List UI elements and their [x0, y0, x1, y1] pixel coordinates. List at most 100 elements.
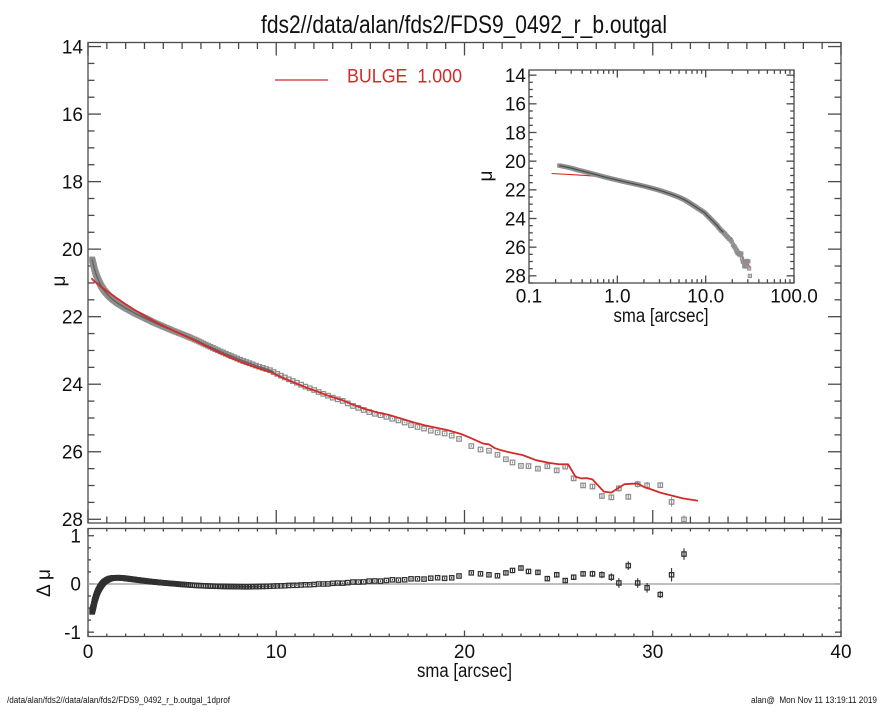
data-point-marker: [237, 583, 243, 590]
main-data-points: [89, 256, 687, 523]
data-point-marker: [468, 443, 475, 449]
footer-file-path: /data/alan/fds2//data/alan/fds2/FDS9_049…: [7, 695, 230, 705]
residual-y-tick-label: 1: [70, 527, 81, 548]
data-point-marker: [494, 572, 501, 579]
data-point-marker: [634, 580, 641, 586]
data-point-marker: [503, 570, 509, 576]
data-point-marker: [468, 570, 475, 576]
plot-title: fds2//data/alan/fds2/FDS9_0492_r_b.outga…: [261, 11, 667, 39]
data-point-marker: [344, 579, 351, 586]
data-point-marker: [616, 580, 622, 586]
data-point-marker: [477, 446, 484, 453]
data-point-marker: [360, 579, 367, 585]
residual-y-tick-labels: -1 0 1: [64, 527, 81, 644]
main-y-tick-label: 14: [62, 37, 84, 58]
data-point-marker: [518, 463, 524, 469]
data-point-marker: [383, 577, 390, 584]
main-y-tick-labels: 14 16 18 20 22 24 26 28: [62, 37, 84, 531]
data-point-marker: [562, 577, 568, 584]
data-point-marker: [231, 583, 238, 590]
residual-x-tick-label: 20: [454, 642, 475, 663]
inset-y-tick-label: 14: [505, 66, 527, 87]
data-point-marker: [456, 573, 462, 579]
main-panel-axes: [87, 41, 842, 524]
data-point-marker: [263, 583, 270, 590]
main-y-tick-label: 16: [62, 105, 83, 126]
residual-panel-axes: [87, 527, 842, 638]
footer-user-timestamp: alan@ Mon Nov 11 13:19:11 2019: [751, 695, 877, 705]
data-point-marker: [509, 567, 516, 574]
data-point-marker: [681, 516, 687, 523]
data-point-marker: [448, 432, 455, 439]
data-point-marker: [608, 494, 615, 501]
data-point-marker: [503, 456, 509, 463]
data-point-marker: [553, 467, 560, 474]
residual-x-tick-labels: 0 10 20 30 40: [83, 642, 852, 663]
data-point-marker: [746, 259, 751, 264]
data-point-marker: [260, 583, 266, 590]
main-y-tick-label: 22: [62, 307, 83, 328]
data-point-marker: [372, 578, 378, 584]
data-point-marker: [657, 591, 664, 598]
data-point-marker: [747, 273, 752, 278]
data-point-marker: [256, 583, 263, 590]
inset-panel-axes: [528, 69, 795, 284]
main-y-tick-label: 20: [62, 240, 83, 261]
data-point-marker: [668, 572, 675, 578]
data-point-marker: [366, 578, 372, 584]
main-y-tick-label: 18: [62, 172, 83, 193]
residual-y-axis-label: Δ μ: [34, 569, 55, 597]
inset-plot-frame: [528, 69, 795, 284]
data-point-marker: [509, 459, 516, 466]
data-point-marker: [625, 493, 632, 500]
data-point-marker: [389, 577, 396, 583]
data-point-marker: [744, 264, 749, 269]
data-point-marker: [681, 551, 687, 557]
residual-y-tick-label: -1: [64, 623, 81, 644]
main-y-tick-label: 24: [62, 375, 84, 396]
data-point-marker: [421, 425, 427, 432]
data-point-marker: [225, 583, 232, 590]
data-point-marker: [553, 572, 560, 578]
data-point-marker: [427, 427, 434, 434]
inset-x-tick-label: 0.1: [516, 287, 542, 308]
inset-x-tick-label: 10.0: [687, 287, 724, 308]
data-point-marker: [525, 463, 532, 469]
data-point-marker: [477, 571, 484, 577]
data-point-marker: [434, 429, 441, 436]
data-point-marker: [589, 483, 596, 490]
data-point-marker: [243, 584, 250, 590]
inset-y-tick-labels: 14 16 18 20 22 24 26 28: [505, 66, 527, 288]
inset-x-axis-label: sma [arcsec]: [614, 306, 709, 327]
data-point-marker: [267, 583, 273, 590]
x-axis-label: sma [arcsec]: [417, 661, 512, 682]
main-band-core: [91, 259, 274, 373]
data-point-marker: [644, 585, 650, 591]
data-point-marker: [599, 572, 605, 578]
data-point-marker: [448, 575, 455, 581]
data-point-marker: [350, 579, 356, 585]
main-data-layer: [89, 256, 699, 523]
legend-label: BULGE 1.000: [347, 67, 462, 88]
residual-data-layer: [88, 548, 841, 615]
data-point-marker: [589, 571, 596, 577]
data-point-marker: [408, 422, 414, 429]
inset-data-points: [557, 163, 752, 278]
inset-data-layer: [551, 163, 752, 278]
data-point-marker: [401, 577, 408, 583]
data-point-marker: [657, 482, 664, 489]
inset-y-tick-label: 20: [505, 152, 526, 173]
inset-y-tick-label: 16: [505, 95, 526, 116]
data-point-marker: [535, 569, 541, 576]
data-point-marker: [494, 451, 501, 458]
data-point-marker: [625, 562, 632, 569]
data-point-marker: [228, 583, 235, 590]
inset-band-core: [559, 164, 724, 233]
data-point-marker: [434, 574, 441, 581]
residual-x-tick-label: 30: [642, 642, 663, 663]
data-point-marker: [339, 580, 346, 586]
data-point-marker: [456, 436, 462, 442]
inset-x-tick-label: 1.0: [604, 287, 630, 308]
